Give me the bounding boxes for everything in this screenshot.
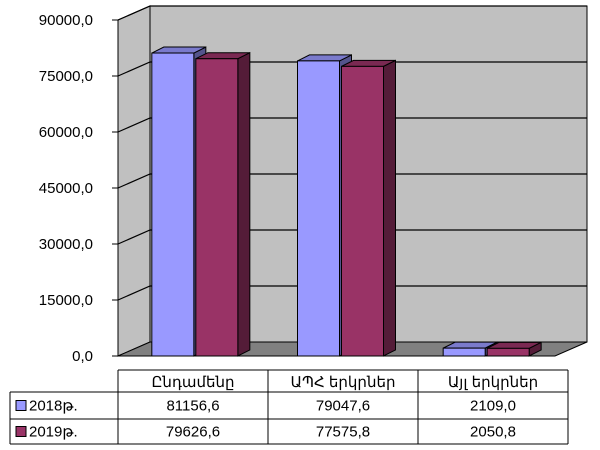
bars <box>151 46 542 357</box>
legend-swatch <box>15 400 27 411</box>
x-category-label: Ընդամենը <box>151 374 234 391</box>
bar-front <box>195 58 239 357</box>
legend-swatch <box>15 426 27 437</box>
legend-label: 2018թ. <box>29 398 78 415</box>
gridline <box>117 229 587 245</box>
bar-front <box>442 347 486 357</box>
legend-label: 2019թ. <box>29 424 78 441</box>
gridline <box>117 285 587 301</box>
y-tick-label: 15000,0 <box>39 292 93 309</box>
gridline <box>117 61 587 77</box>
bar <box>486 341 542 357</box>
data-label: 79047,6 <box>316 398 370 415</box>
x-category-label: Այլ երկրներ <box>448 374 538 391</box>
y-tick-label: 0,0 <box>72 348 93 365</box>
bar-side <box>383 59 396 357</box>
bar <box>195 51 251 357</box>
bar-front <box>341 65 384 357</box>
bar-front <box>151 52 195 357</box>
gridlines <box>117 5 587 301</box>
data-label: 77575,8 <box>316 424 370 441</box>
y-tick-label: 30000,0 <box>39 236 93 253</box>
gridline <box>117 173 587 189</box>
y-tick-label: 60000,0 <box>39 124 93 141</box>
gridline <box>117 117 587 133</box>
data-label: 81156,6 <box>166 398 219 415</box>
bar-side <box>237 51 251 357</box>
gridline <box>117 5 587 21</box>
data-label: 2109,0 <box>470 398 516 415</box>
data-label: 79626,6 <box>166 424 220 441</box>
bar-front <box>486 347 530 357</box>
data-label: 2050,8 <box>470 424 516 441</box>
data-table: Ընդամենը ԱՊՀ երկրներ Այլ երկրներ 2018թ. 8115… <box>9 369 569 445</box>
x-category-label: ԱՊՀ երկրներ <box>291 374 396 391</box>
bar-front <box>297 60 340 357</box>
y-tick-label: 45000,0 <box>39 180 93 197</box>
y-tick-label: 90000,0 <box>39 12 93 29</box>
y-tick-label: 75000,0 <box>39 68 93 85</box>
bar <box>341 59 396 357</box>
